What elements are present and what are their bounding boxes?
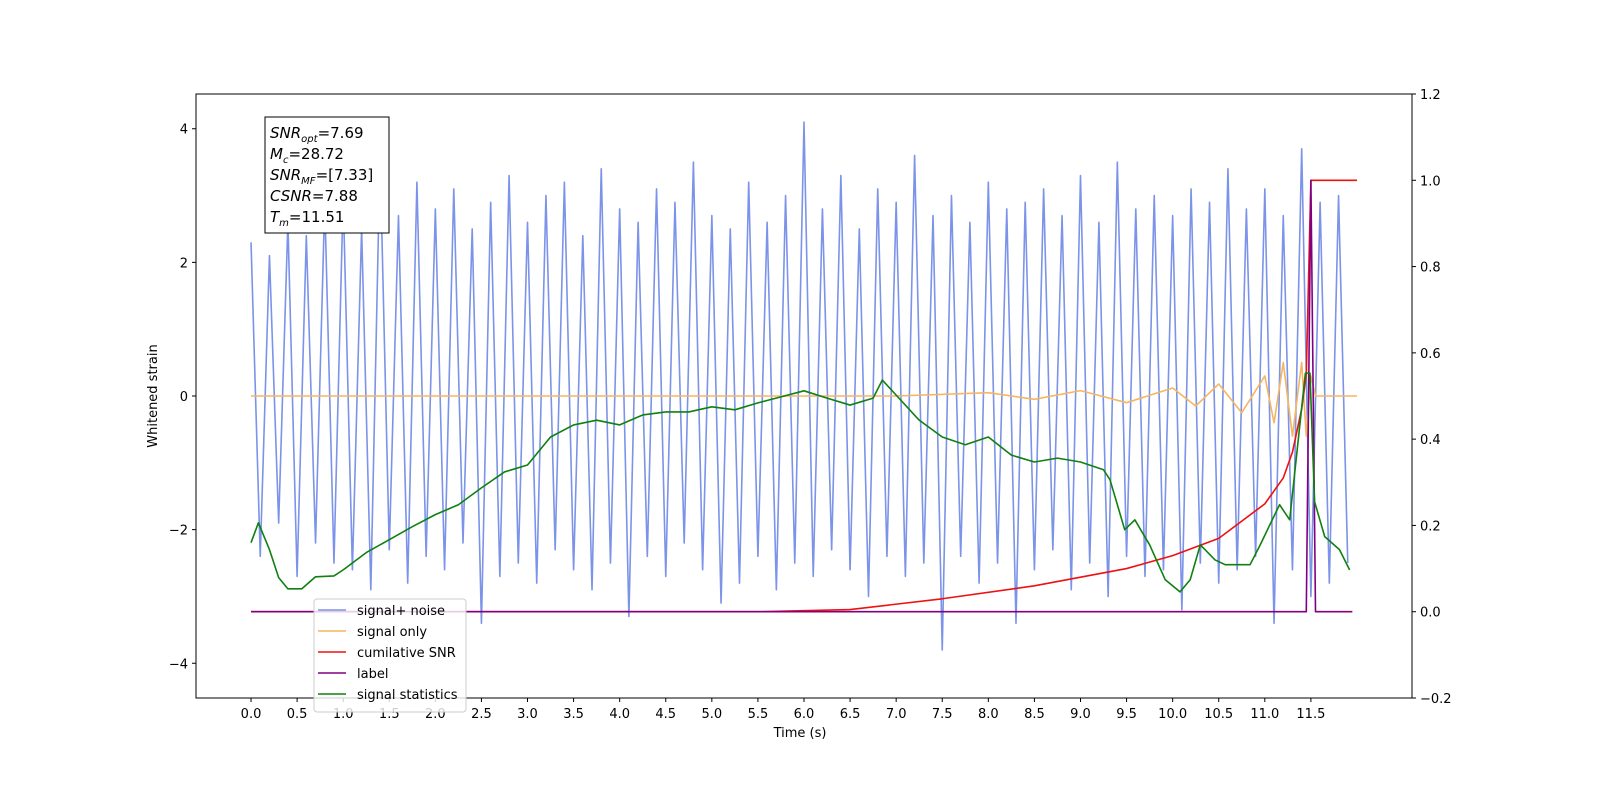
x-tick-label: 7.5	[932, 707, 953, 722]
annotation-text: SNR	[270, 124, 301, 142]
annotation-text: SNR	[270, 166, 301, 184]
x-tick-label: 3.5	[563, 707, 584, 722]
annotation-text: T	[270, 208, 281, 226]
x-tick-label: 8.5	[1024, 707, 1045, 722]
annotation-line: CSNR=7.88	[270, 187, 358, 205]
annotation-line: Mc=28.72	[270, 145, 344, 166]
y2-tick-label: −0.2	[1420, 692, 1452, 707]
annotation-text: =28.72	[288, 145, 344, 163]
x-axis-label: Time (s)	[773, 726, 827, 741]
annotation-text: =7.88	[312, 187, 358, 205]
series-line	[250, 372, 1351, 593]
annotation-subscript: m	[279, 218, 289, 229]
legend-label: signal+ noise	[357, 604, 445, 619]
x-tick-label: 9.0	[1070, 707, 1091, 722]
x-tick-label: 3.0	[517, 707, 538, 722]
legend-label: label	[357, 667, 388, 682]
x-tick-label: 10.5	[1204, 707, 1233, 722]
annotation-box: SNRopt=7.69Mc=28.72SNRMF=[7.33]CSNR=7.88…	[264, 116, 390, 234]
y-axis-label: Whitened strain	[146, 344, 161, 447]
y2-tick-label: 0.6	[1420, 347, 1441, 362]
annotation-text: CSNR	[270, 187, 312, 205]
y2-tick-label: 0.0	[1420, 606, 1441, 621]
x-tick-label: 8.0	[978, 707, 999, 722]
x-tick-label: 6.5	[840, 707, 861, 722]
x-tick-label: 9.5	[1116, 707, 1137, 722]
series-line	[251, 179, 1353, 613]
annotation-subscript: MF	[301, 176, 316, 187]
plot-area	[250, 121, 1357, 651]
series-line	[250, 121, 1349, 651]
y2-tick-label: 1.0	[1420, 174, 1441, 189]
x-tick-label: 0.5	[287, 707, 308, 722]
y-tick-label: 2	[180, 256, 188, 271]
x-tick-label: 5.0	[701, 707, 722, 722]
annotation-text: M	[270, 145, 283, 163]
x-tick-label: 4.0	[609, 707, 630, 722]
x-tick-label: 6.0	[794, 707, 815, 722]
annotation-subscript: c	[283, 155, 289, 166]
series-line	[251, 179, 1357, 613]
annotation-text: =7.69	[318, 124, 364, 142]
annotation-subscript: opt	[301, 134, 318, 145]
annotation-line: SNRMF=[7.33]	[270, 166, 373, 187]
annotation-line: Tm=11.51	[270, 208, 344, 229]
legend-frame	[313, 598, 467, 713]
annotation-text: =[7.33]	[316, 166, 374, 184]
legend-label: cumilative SNR	[357, 646, 456, 661]
y2-tick-label: 1.2	[1420, 88, 1441, 103]
y2-tick-label: 0.4	[1420, 433, 1441, 448]
x-tick-label: 7.0	[886, 707, 907, 722]
annotation-line: SNRopt=7.69	[270, 124, 364, 145]
legend-label: signal statistics	[357, 688, 458, 703]
y-tick-label: 0	[180, 390, 188, 405]
y2-tick-label: 0.8	[1420, 261, 1441, 276]
x-tick-label: 0.0	[241, 707, 262, 722]
legend: signal+ noise signal only cumilative SNR la…	[313, 598, 467, 713]
annotation-frame	[264, 116, 390, 234]
x-tick-label: 11.0	[1250, 707, 1279, 722]
y-tick-label: −4	[169, 657, 188, 672]
y-tick-label: −2	[169, 524, 188, 539]
legend-label: signal only	[357, 625, 427, 640]
x-tick-label: 11.5	[1296, 707, 1325, 722]
x-tick-label: 4.5	[655, 707, 676, 722]
x-tick-label: 10.0	[1158, 707, 1187, 722]
y2-tick-label: 0.2	[1420, 519, 1441, 534]
annotation-text: =11.51	[289, 208, 345, 226]
x-tick-label: 2.5	[471, 707, 492, 722]
y-tick-label: 4	[180, 123, 188, 138]
x-tick-label: 5.5	[748, 707, 769, 722]
